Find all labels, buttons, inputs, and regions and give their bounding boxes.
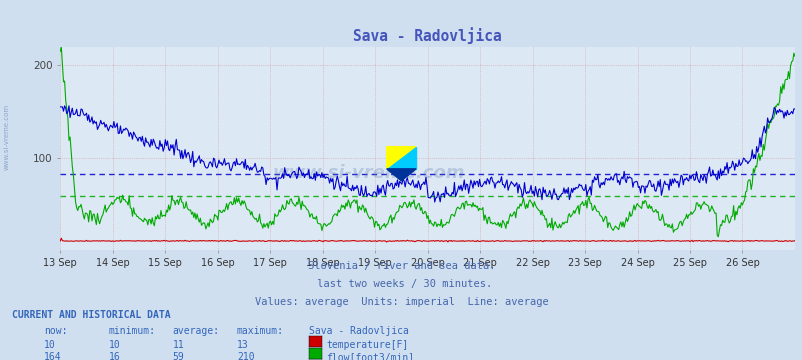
Text: 16: 16 <box>108 352 120 360</box>
Title: Sava - Radovljica: Sava - Radovljica <box>353 27 501 44</box>
Text: www.si-vreme.com: www.si-vreme.com <box>272 164 464 182</box>
Polygon shape <box>387 147 415 169</box>
Text: now:: now: <box>44 326 67 336</box>
Text: Values: average  Units: imperial  Line: average: Values: average Units: imperial Line: av… <box>254 297 548 307</box>
Text: CURRENT AND HISTORICAL DATA: CURRENT AND HISTORICAL DATA <box>12 310 171 320</box>
Text: 11: 11 <box>172 340 184 350</box>
Text: last two weeks / 30 minutes.: last two weeks / 30 minutes. <box>310 279 492 289</box>
Text: flow[foot3/min]: flow[foot3/min] <box>326 352 414 360</box>
Text: 59: 59 <box>172 352 184 360</box>
Text: Sava - Radovljica: Sava - Radovljica <box>309 326 408 336</box>
Polygon shape <box>387 169 415 181</box>
Text: minimum:: minimum: <box>108 326 156 336</box>
Text: 10: 10 <box>44 340 56 350</box>
Text: temperature[F]: temperature[F] <box>326 340 407 350</box>
Text: average:: average: <box>172 326 220 336</box>
Text: 10: 10 <box>108 340 120 350</box>
Text: www.si-vreme.com: www.si-vreme.com <box>3 104 10 170</box>
Text: 164: 164 <box>44 352 62 360</box>
Text: maximum:: maximum: <box>237 326 284 336</box>
Polygon shape <box>387 147 415 169</box>
Text: 13: 13 <box>237 340 249 350</box>
Text: Slovenia / river and sea data.: Slovenia / river and sea data. <box>307 261 495 271</box>
Text: 210: 210 <box>237 352 254 360</box>
